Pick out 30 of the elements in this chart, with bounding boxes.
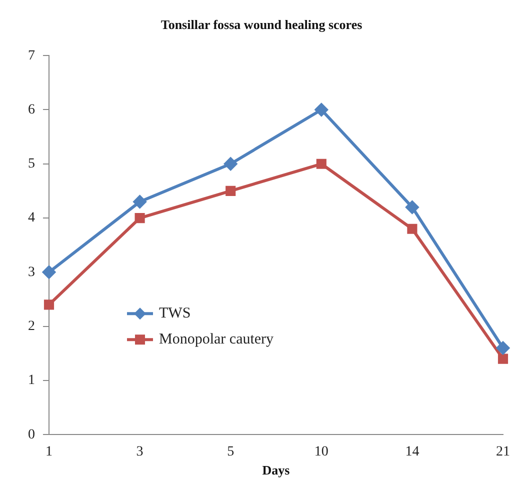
- x-tick-label: 10: [314, 444, 328, 460]
- x-tick-label: 14: [405, 444, 420, 460]
- point: [224, 157, 238, 170]
- y-tick-label: 2: [28, 318, 35, 334]
- point: [406, 200, 419, 214]
- point: [316, 158, 326, 169]
- point: [134, 212, 145, 224]
- point: [498, 354, 508, 364]
- point: [44, 300, 54, 310]
- x-tick-label: 5: [227, 444, 234, 460]
- y-tick-label: 0: [28, 427, 35, 442]
- legend-label: Monopolar cautery: [159, 332, 274, 348]
- y-tick-label: 1: [28, 373, 35, 388]
- x-tick-label: 3: [136, 444, 144, 460]
- y-tick-label: 4: [28, 210, 35, 226]
- x-axis-title: Days: [262, 462, 290, 478]
- point: [133, 195, 146, 208]
- x-tick-label: 21: [496, 444, 510, 460]
- x-tick-label: 1: [46, 444, 52, 460]
- point: [226, 186, 236, 196]
- point: [496, 341, 510, 354]
- point: [407, 224, 418, 234]
- chart-title: Tonsillar fossa wound healing scores: [160, 17, 362, 32]
- y-tick-label: 7: [28, 48, 35, 64]
- y-tick-label: 5: [28, 156, 35, 172]
- y-tick-label: 3: [28, 264, 35, 280]
- y-tick-label: 6: [28, 102, 35, 118]
- legend-label: TWS: [159, 306, 191, 322]
- point: [314, 103, 328, 116]
- point: [42, 266, 56, 279]
